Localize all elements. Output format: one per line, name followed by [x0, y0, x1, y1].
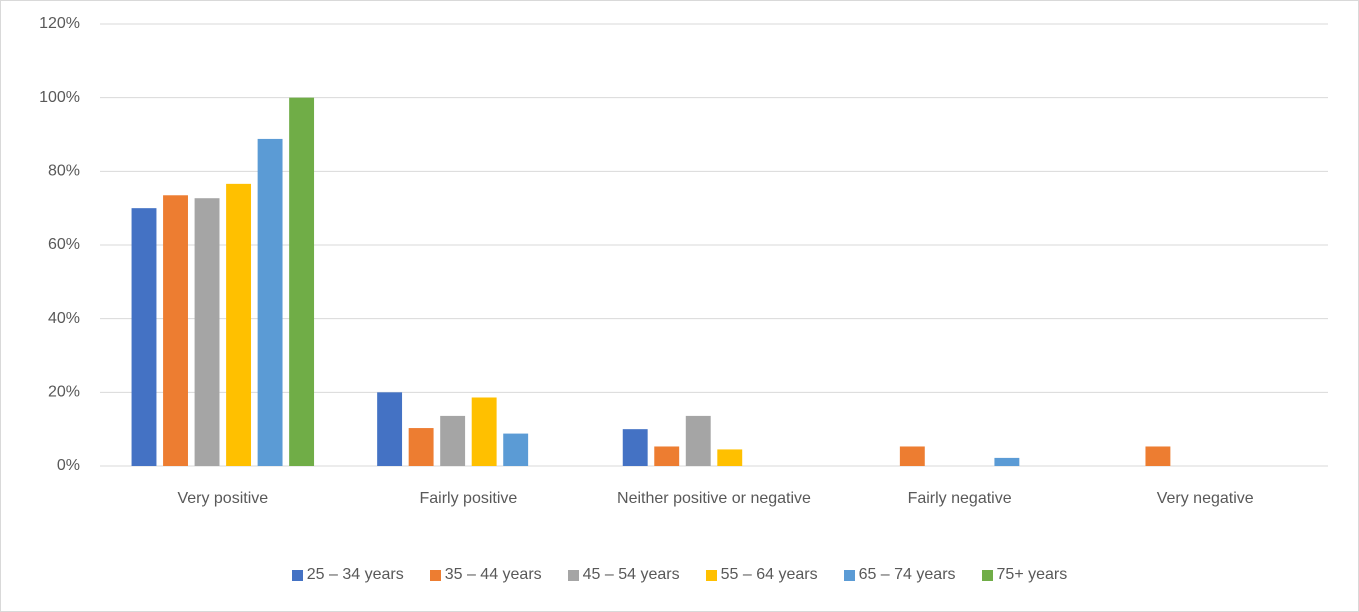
bar: [654, 446, 680, 466]
y-tick-label: 100%: [39, 89, 80, 106]
legend-item: 75+ years: [981, 566, 1068, 584]
bar: [1145, 446, 1171, 466]
bar: [994, 457, 1020, 466]
legend-item: 55 – 64 years: [705, 566, 818, 584]
x-tick-label-box: Fairly positive: [419, 490, 518, 507]
bar: [717, 449, 743, 466]
legend: 25 – 34 years 35 – 44 years 45 – 54 years 5…: [0, 566, 1359, 584]
bar: [622, 429, 648, 466]
bar: [471, 397, 497, 466]
y-tick-label: 80%: [48, 163, 80, 180]
legend-label: 35 – 44 years: [444, 566, 542, 583]
bar: [131, 208, 157, 466]
y-tick-label: 40%: [48, 310, 80, 327]
bar: [408, 428, 434, 466]
legend-item: 35 – 44 years: [429, 566, 542, 584]
legend-item: 25 – 34 years: [291, 566, 404, 584]
legend-swatch: [567, 569, 579, 581]
legend-swatch: [291, 569, 303, 581]
x-tick-label: Very negative: [1156, 490, 1254, 507]
x-tick-label-box: Very positive: [177, 490, 269, 507]
legend-label: 75+ years: [996, 566, 1068, 583]
y-tick-label: 0%: [57, 457, 80, 474]
legend-swatch: [843, 569, 855, 581]
bar: [377, 392, 403, 466]
x-tick-label-box: Very negative: [1156, 490, 1254, 507]
x-tick-label: Neither positive or negative: [617, 490, 811, 507]
bar: [194, 198, 220, 466]
x-tick-label: Very positive: [177, 490, 269, 507]
bar: [163, 195, 188, 466]
bar: [503, 433, 529, 466]
y-tick-label: 60%: [48, 236, 80, 253]
bar: [440, 415, 466, 466]
bar: [685, 415, 711, 466]
legend-swatch: [981, 569, 993, 581]
y-tick-label: 120%: [39, 15, 80, 32]
legend-label: 45 – 54 years: [582, 566, 680, 583]
x-tick-label-box: Neither positive or negative: [617, 490, 811, 507]
legend-swatch: [705, 569, 717, 581]
legend-label: 55 – 64 years: [720, 566, 818, 583]
x-tick-label: Fairly negative: [907, 490, 1012, 507]
bar: [899, 446, 925, 466]
legend-label: 65 – 74 years: [858, 566, 956, 583]
bar: [289, 97, 315, 467]
legend-item: 65 – 74 years: [843, 566, 956, 584]
x-tick-label-box: Fairly negative: [907, 490, 1012, 507]
bar: [257, 138, 283, 467]
bar: [226, 183, 252, 466]
legend-label: 25 – 34 years: [306, 566, 404, 583]
legend-item: 45 – 54 years: [567, 566, 680, 584]
legend-swatch: [429, 569, 441, 581]
x-tick-label: Fairly positive: [419, 490, 518, 507]
y-tick-label: 20%: [48, 384, 80, 401]
